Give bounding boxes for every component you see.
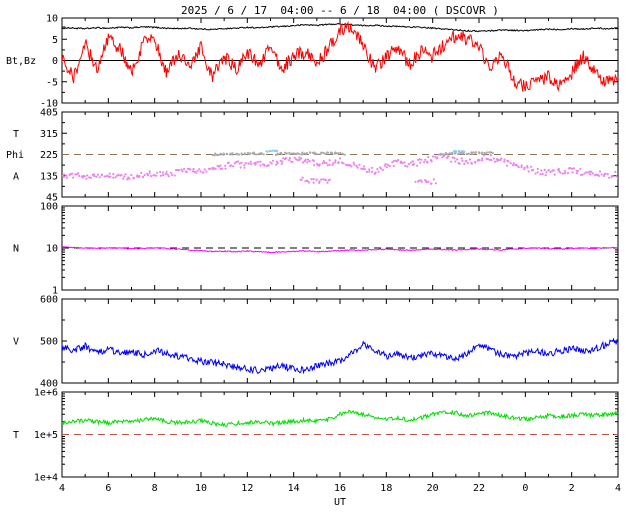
- y-tick-label: 315: [40, 129, 58, 140]
- y-tick-label: 45: [46, 193, 58, 204]
- axis-quantity-label: T: [13, 129, 19, 140]
- y-tick-label: 1e+4: [34, 473, 58, 484]
- y-tick-label: 600: [40, 295, 58, 306]
- x-tick-label: 8: [152, 483, 158, 494]
- y-tick-label: 100: [40, 202, 58, 213]
- x-tick-label: 2: [569, 483, 575, 494]
- axis-quantity-label: N: [13, 244, 19, 255]
- y-tick-label: 135: [40, 171, 58, 182]
- y-tick-label: 10: [46, 244, 58, 255]
- x-tick-label: 12: [241, 483, 253, 494]
- chart-title: 2025 / 6 / 17 04:00 -- 6 / 18 04:00 ( DS…: [181, 4, 499, 17]
- y-tick-label: 1e+5: [34, 430, 58, 441]
- y-tick-label: 10: [46, 14, 58, 25]
- x-tick-label: 14: [288, 483, 300, 494]
- x-tick-label: 16: [334, 483, 346, 494]
- axis-quantity-label: T: [13, 430, 19, 441]
- y-tick-label: 405: [40, 108, 58, 119]
- y-tick-label: 1: [52, 286, 58, 297]
- y-tick-label: 500: [40, 337, 58, 348]
- y-tick-label: 0: [52, 56, 58, 67]
- x-axis-label: UT: [334, 497, 346, 508]
- axis-quantity-label: A: [13, 171, 19, 182]
- x-tick-label: 22: [473, 483, 485, 494]
- x-tick-label: 4: [615, 483, 621, 494]
- x-tick-label: 6: [105, 483, 111, 494]
- y-tick-label: 1e+6: [34, 388, 58, 399]
- y-tick-label: -10: [40, 99, 58, 110]
- y-tick-label: 400: [40, 379, 58, 390]
- axis-quantity-label: Bt,Bz: [6, 56, 36, 67]
- axis-quantity-label: Phi: [6, 150, 24, 161]
- x-tick-label: 18: [380, 483, 392, 494]
- x-tick-label: 10: [195, 483, 207, 494]
- y-tick-label: 225: [40, 150, 58, 161]
- x-tick-label: 4: [59, 483, 65, 494]
- x-tick-label: 0: [522, 483, 528, 494]
- axis-quantity-label: V: [13, 337, 19, 348]
- x-tick-label: 20: [427, 483, 439, 494]
- y-tick-label: 5: [52, 35, 58, 46]
- y-tick-label: -5: [46, 77, 58, 88]
